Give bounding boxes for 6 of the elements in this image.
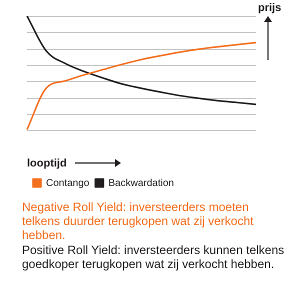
text: Positive Roll Yield: inversteerders kunnen telkens goedkoper terugkopen wat zij verkocht hebben. <box>22 243 286 271</box>
legend-label: Backwardation <box>108 178 174 189</box>
y-axis-title: prijs <box>258 2 282 14</box>
x-axis-title: looptijd <box>27 157 67 170</box>
text: Negative Roll Yield: inversteerders moeten telkens duurder terugkopen wat zij verkocht hebben. <box>22 200 254 242</box>
legend-label: Contango <box>46 178 90 189</box>
